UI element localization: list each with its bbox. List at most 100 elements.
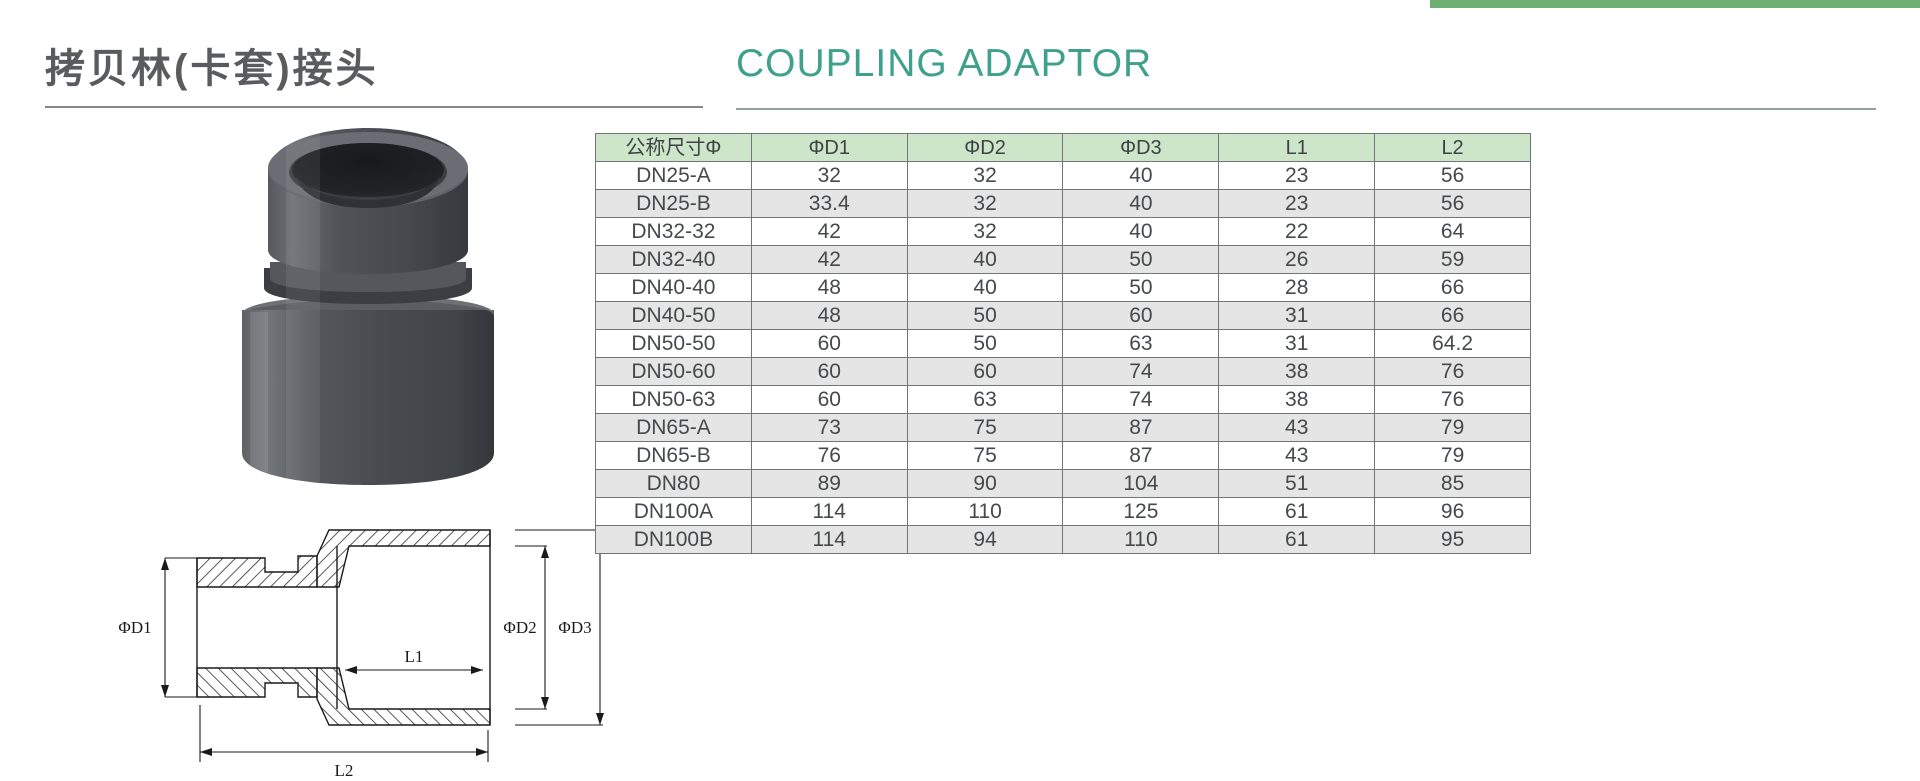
table-cell: 94 [906,525,1064,554]
table-cell: DN65-A [595,413,752,442]
table-cell: 50 [1062,245,1220,274]
table-cell: 60 [750,385,908,414]
table-cell: 50 [1062,273,1220,302]
table-cell: 89 [750,469,908,498]
table-cell: 76 [1374,357,1531,386]
col-header-d3: ΦD3 [1062,133,1220,162]
table-cell: 79 [1374,441,1531,470]
table-cell: 56 [1374,189,1531,218]
table-cell: 110 [1062,525,1220,554]
table-cell: 75 [906,413,1064,442]
dim-label-l2: L2 [335,761,354,780]
table-cell: DN25-B [595,189,752,218]
table-row: DN32-32 42 32 40 22 64 [595,217,1531,246]
table-row: DN65-B 76 75 87 43 79 [595,441,1531,470]
table-cell: DN40-50 [595,301,752,330]
col-header-d2: ΦD2 [906,133,1064,162]
table-cell: 40 [906,245,1064,274]
table-cell: 95 [1374,525,1531,554]
table-cell: 38 [1218,385,1376,414]
table-cell: 38 [1218,357,1376,386]
table-cell: 125 [1062,497,1220,526]
table-cell: 40 [1062,189,1220,218]
table-cell: 32 [906,189,1064,218]
table-cell: 74 [1062,385,1220,414]
spec-table-body: DN25-A 32 32 40 23 56 DN25-B 33.4 32 40 23 56 DN32-3… [595,161,1531,554]
table-cell: 40 [1062,161,1220,190]
table-cell: 56 [1374,161,1531,190]
table-cell: 40 [1062,217,1220,246]
table-cell: 42 [750,245,908,274]
col-header-nominal-size: 公称尺寸Φ [595,133,752,162]
table-cell: 50 [906,329,1064,358]
table-cell: 32 [750,161,908,190]
table-cell: 50 [906,301,1064,330]
table-cell: DN40-40 [595,273,752,302]
table-cell: 48 [750,301,908,330]
table-cell: 75 [906,441,1064,470]
table-cell: 110 [906,497,1064,526]
table-row: DN100B 114 94 110 61 95 [595,525,1531,554]
table-row: DN100A 114 110 125 61 96 [595,497,1531,526]
table-cell: 26 [1218,245,1376,274]
table-row: DN50-50 60 50 63 31 64.2 [595,329,1531,358]
title-underline-left [45,106,703,108]
table-cell: 64 [1374,217,1531,246]
table-cell: 48 [750,273,908,302]
table-cell: DN50-60 [595,357,752,386]
title-underline-right [736,108,1876,110]
table-row: DN40-40 48 40 50 28 66 [595,273,1531,302]
table-cell: DN65-B [595,441,752,470]
table-cell: DN100A [595,497,752,526]
table-cell: 40 [906,273,1064,302]
table-cell: 31 [1218,329,1376,358]
table-cell: 61 [1218,525,1376,554]
table-cell: 74 [1062,357,1220,386]
table-cell: 61 [1218,497,1376,526]
dim-label-d2: ΦD2 [503,618,536,637]
table-cell: 66 [1374,301,1531,330]
table-cell: 42 [750,217,908,246]
table-cell: 33.4 [750,189,908,218]
cross-section [196,529,491,726]
dim-label-l1: L1 [405,647,424,666]
table-cell: 22 [1218,217,1376,246]
dimension-lines [161,529,604,762]
table-cell: DN32-32 [595,217,752,246]
table-cell: DN32-40 [595,245,752,274]
table-cell: 32 [906,217,1064,246]
table-cell: 63 [906,385,1064,414]
spec-table: 公称尺寸Φ ΦD1 ΦD2 ΦD3 L1 L2 DN25-A 32 32 40 23 56… [595,133,1531,554]
col-header-d1: ΦD1 [750,133,908,162]
table-row: DN25-B 33.4 32 40 23 56 [595,189,1531,218]
table-cell: 85 [1374,469,1531,498]
table-row: DN25-A 32 32 40 23 56 [595,161,1531,190]
page-title-chinese: 拷贝林(卡套)接头 [45,47,379,91]
table-cell: 31 [1218,301,1376,330]
page-title-english: COUPLING ADAPTOR [736,42,1153,85]
table-cell: 79 [1374,413,1531,442]
col-header-l1: L1 [1218,133,1376,162]
table-cell: DN25-A [595,161,752,190]
table-cell: 51 [1218,469,1376,498]
table-cell: 28 [1218,273,1376,302]
table-cell: 87 [1062,413,1220,442]
table-row: DN40-50 48 50 60 31 66 [595,301,1531,330]
table-cell: 87 [1062,441,1220,470]
dim-label-d1: ΦD1 [118,618,151,637]
table-cell: DN50-63 [595,385,752,414]
table-cell: 43 [1218,413,1376,442]
table-cell: 60 [750,329,908,358]
table-cell: 60 [1062,301,1220,330]
table-cell: 114 [750,497,908,526]
table-cell: 63 [1062,329,1220,358]
table-cell: 90 [906,469,1064,498]
table-cell: 76 [750,441,908,470]
technical-drawing: ΦD1 ΦD2 ΦD3 L1 L2 [118,529,604,780]
table-header-row: 公称尺寸Φ ΦD1 ΦD2 ΦD3 L1 L2 [595,133,1531,162]
table-cell: 32 [906,161,1064,190]
table-row: DN50-63 60 63 74 38 76 [595,385,1531,414]
dim-label-d3: ΦD3 [558,618,591,637]
table-cell: 23 [1218,189,1376,218]
